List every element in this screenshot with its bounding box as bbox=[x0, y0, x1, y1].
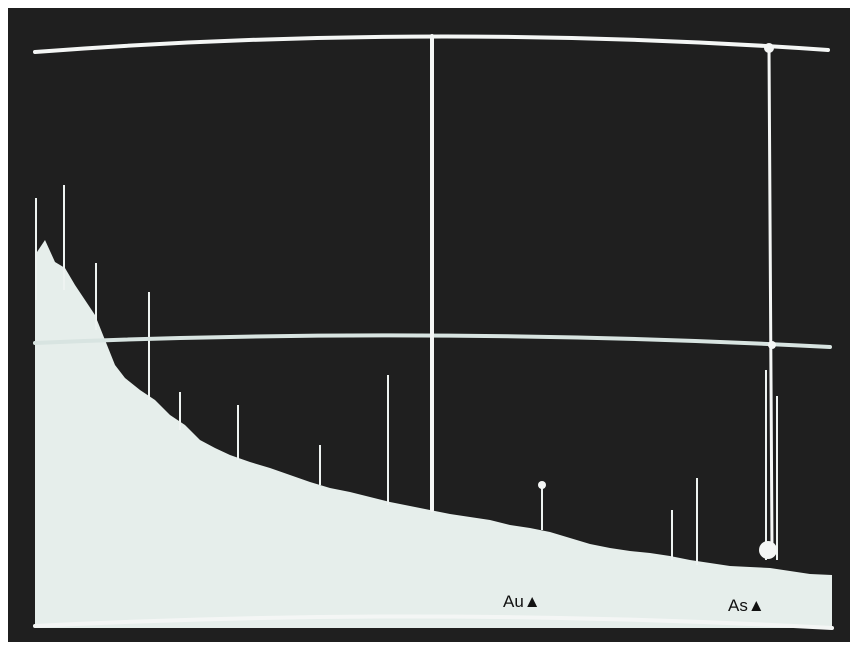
marker-dot bbox=[764, 43, 774, 53]
marker-dot bbox=[538, 481, 546, 489]
page: Au▲ As▲ (() => { const data = JSON.parse… bbox=[0, 0, 858, 645]
element-label: As▲ bbox=[728, 596, 765, 615]
marker-dot bbox=[768, 341, 776, 349]
marker-dot bbox=[759, 541, 777, 559]
scope-screen: Au▲ As▲ bbox=[0, 0, 858, 645]
element-label: Au▲ bbox=[503, 592, 541, 611]
